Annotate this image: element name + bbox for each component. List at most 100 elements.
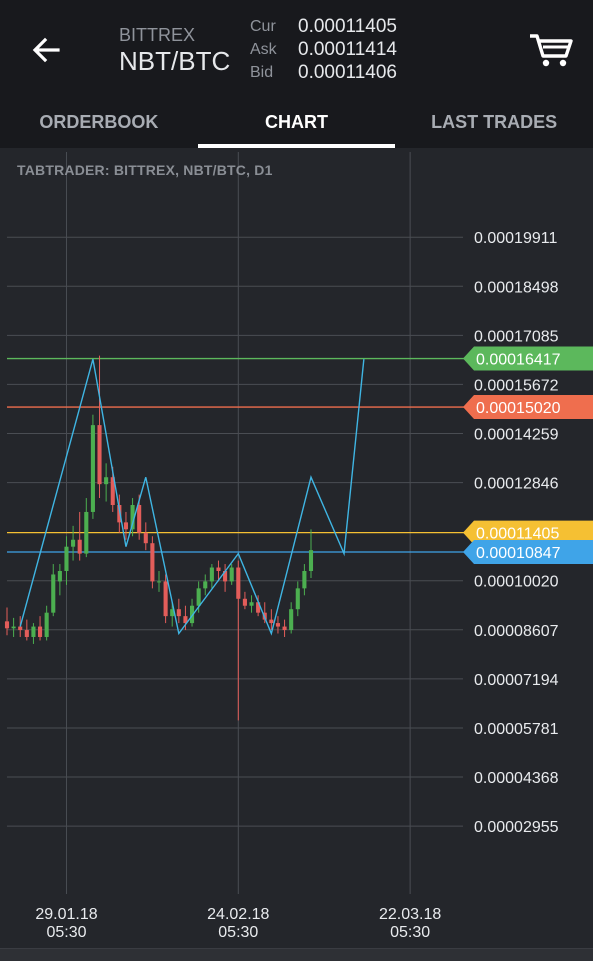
candle-body <box>163 581 168 617</box>
candle-body <box>176 609 181 617</box>
quote-row-bid: Bid 0.00011406 <box>250 61 397 84</box>
candle-body <box>183 616 188 624</box>
candle-body <box>24 630 29 637</box>
candle-body <box>308 550 314 571</box>
candle-body <box>4 621 10 629</box>
quote-row-ask: Ask 0.00011414 <box>250 38 397 61</box>
candle-body <box>249 602 254 606</box>
candle-body <box>269 619 274 624</box>
candle-body <box>156 581 162 583</box>
candle <box>249 595 254 613</box>
candle <box>37 616 43 641</box>
x-tick-date: 24.02.18 <box>207 906 269 923</box>
candle-body <box>189 605 195 624</box>
price-tag-bg <box>463 539 593 564</box>
candle <box>4 607 10 636</box>
candle <box>295 581 300 617</box>
candle-body <box>256 602 261 613</box>
candle <box>143 522 148 551</box>
price-tag-label: 0.00010847 <box>476 545 561 562</box>
candle-body <box>196 588 201 606</box>
candle <box>84 498 89 558</box>
candle <box>97 355 102 499</box>
candle <box>302 564 307 596</box>
y-tick-label: 0.00007194 <box>474 672 559 689</box>
candle <box>308 529 314 578</box>
candle <box>104 463 109 502</box>
candle-body <box>130 505 135 530</box>
candle-body <box>64 546 69 571</box>
candle-body <box>236 567 241 599</box>
candle-body <box>51 574 56 613</box>
candle <box>90 414 95 519</box>
candle <box>203 574 208 596</box>
quote-label: Ask <box>250 40 277 58</box>
candle <box>275 616 281 634</box>
candle <box>150 536 155 589</box>
bottom-bar <box>0 948 593 961</box>
quote-label: Bid <box>250 63 274 81</box>
candle <box>229 564 234 585</box>
candle <box>64 536 69 585</box>
quote-label: Cur <box>250 17 276 35</box>
candle-body <box>170 609 175 617</box>
candle <box>57 564 62 596</box>
candle <box>242 591 247 610</box>
trend-line <box>19 358 365 636</box>
y-tick-label: 0.00019911 <box>474 230 557 247</box>
candle <box>71 525 76 561</box>
price-tag: 0.00016417 <box>463 346 593 371</box>
candle-body <box>57 570 62 582</box>
price-tag: 0.00010847 <box>463 539 593 564</box>
candle-body <box>282 626 287 631</box>
candle <box>176 598 181 624</box>
candle-body <box>137 505 142 533</box>
candle-body <box>223 570 228 582</box>
y-tick-label: 0.00005781 <box>474 721 559 738</box>
candle-body <box>216 567 221 571</box>
cart-button[interactable] <box>528 32 576 72</box>
candle <box>44 605 49 641</box>
price-tag-label: 0.00011405 <box>476 526 559 543</box>
x-tick-time: 05:30 <box>390 924 430 941</box>
y-tick-label: 0.00015672 <box>474 377 559 394</box>
app-header: BITTREX NBT/BTC Cur 0.00011405 Ask 0.000… <box>0 0 593 100</box>
price-tag: 0.00011405 <box>463 520 593 545</box>
candle <box>117 494 122 533</box>
candle <box>170 602 175 627</box>
tab-bar: ORDERBOOK CHART LAST TRADES <box>0 100 593 148</box>
x-tick-time: 05:30 <box>46 924 86 941</box>
candle-body <box>71 539 76 547</box>
tab-chart[interactable]: CHART <box>197 100 396 148</box>
candle-body <box>31 626 36 637</box>
candle <box>256 595 261 617</box>
candle <box>31 623 36 644</box>
tab-orderbook[interactable]: ORDERBOOK <box>39 112 159 132</box>
price-tag: 0.00015020 <box>463 395 593 420</box>
candle <box>51 564 56 617</box>
y-tick-label: 0.00004368 <box>474 770 559 787</box>
candle-body <box>302 570 307 589</box>
candle-body <box>18 626 23 631</box>
candle-body <box>289 609 294 631</box>
shopping-cart-icon <box>530 34 573 67</box>
candle <box>269 609 274 631</box>
pair-name: NBT/BTC <box>119 46 231 76</box>
tab-last-trades[interactable]: LAST TRADES <box>431 112 558 132</box>
price-tag-label: 0.00015020 <box>476 400 561 417</box>
candle <box>77 511 82 561</box>
back-button[interactable] <box>26 30 66 70</box>
y-tick-label: 0.00008607 <box>474 623 559 640</box>
candle-body <box>117 505 122 523</box>
candle-body <box>275 623 281 627</box>
candle <box>289 602 294 634</box>
price-tag-bg <box>463 520 593 545</box>
candle-body <box>295 588 300 610</box>
quote-value: 0.00011414 <box>298 38 397 60</box>
candle-body <box>229 567 234 582</box>
arrow-left-icon <box>32 37 60 63</box>
x-tick-date: 22.03.18 <box>379 906 441 923</box>
candle-body <box>123 522 129 530</box>
y-tick-label: 0.00010020 <box>474 574 559 591</box>
